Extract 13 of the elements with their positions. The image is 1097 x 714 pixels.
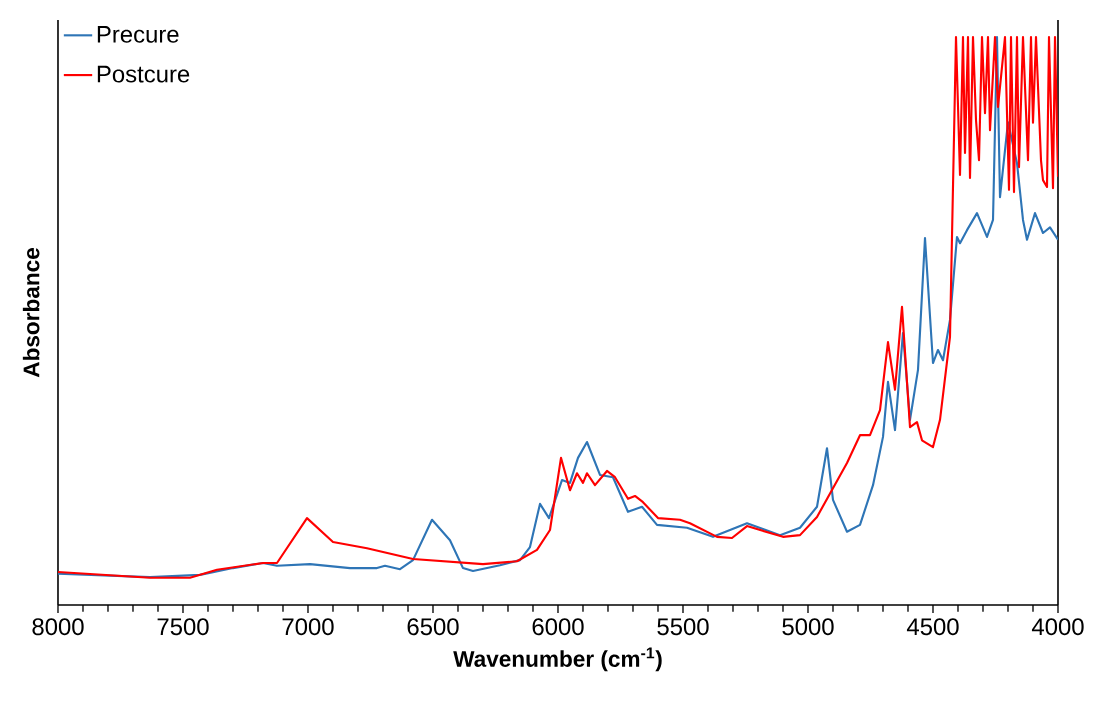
x-tick-label: 6500 [407,618,459,636]
x-tick-label: 7000 [282,618,334,636]
x-tick-label: 5000 [782,618,834,636]
x-tick-label: 7500 [157,618,209,636]
x-tick-label: 4000 [1031,618,1084,636]
x-tick-label: 4500 [906,618,959,636]
y-axis-title: Absorbance [22,248,40,378]
x-tick-label: 5500 [657,618,709,636]
x-axis-title: Wavenumber (cm$^{-1}$) [453,647,662,672]
legend-label: Precure [97,26,179,43]
x-tick-label: 6000 [532,618,584,636]
legend-label: Postcure [97,65,190,83]
x-tick-label: 8000 [32,618,84,636]
